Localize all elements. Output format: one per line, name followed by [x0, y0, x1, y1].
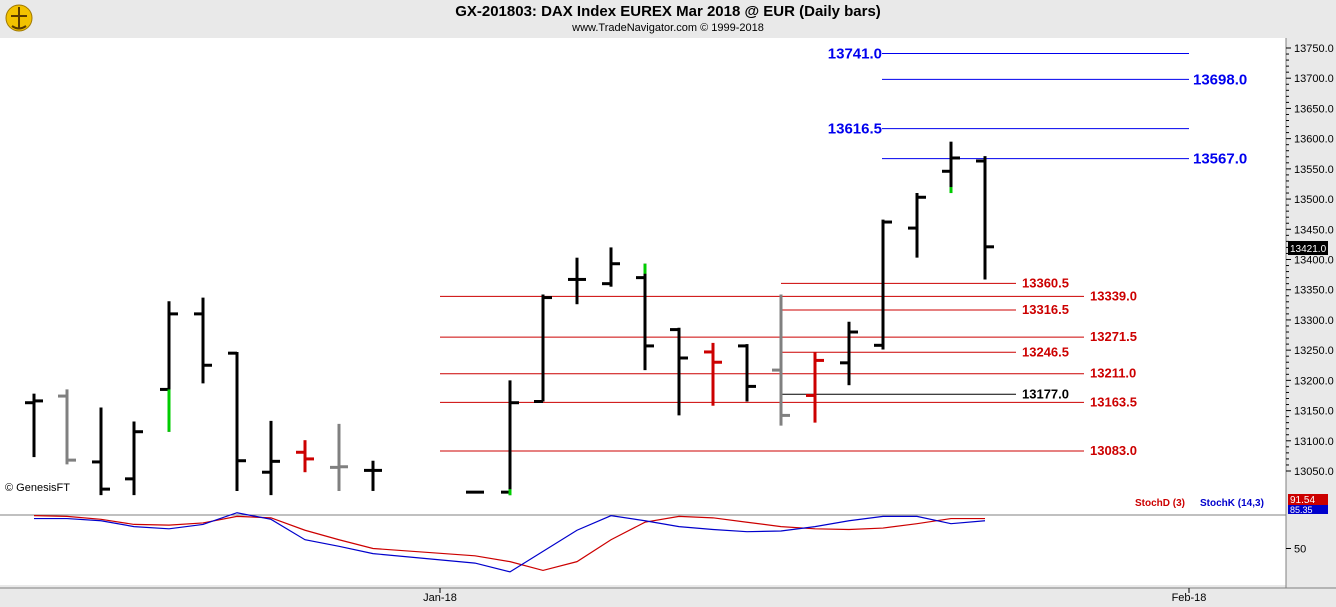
ohlc-bar — [976, 156, 994, 280]
ohlc-bar — [228, 351, 246, 491]
level-label: 13339.0 — [1090, 288, 1137, 303]
level-label: 13246.5 — [1022, 344, 1069, 359]
ohlc-bar — [670, 327, 688, 416]
ohlc-bar — [568, 257, 586, 305]
stochastic-oscillator — [33, 512, 986, 573]
ohlc-bar — [874, 219, 892, 350]
level-label: 13211.0 — [1090, 366, 1136, 381]
level-label: 13316.5 — [1022, 302, 1069, 317]
x-tick-label: Jan-18 — [423, 592, 457, 604]
stoch-k-value-label: 85.35 — [1290, 505, 1313, 515]
level-label: 13616.5 — [828, 121, 882, 138]
ohlc-bar — [602, 247, 620, 287]
y-tick-label: 13600.0 — [1294, 134, 1334, 146]
level-label: 13163.5 — [1090, 394, 1137, 409]
ohlc-bar — [58, 389, 76, 465]
level-label: 13741.0 — [828, 45, 882, 62]
stoch-legend-d: StochD (3) — [1135, 498, 1185, 509]
ohlc-bars — [25, 141, 994, 496]
y-tick-label: 13550.0 — [1294, 164, 1334, 176]
ohlc-bar — [501, 380, 519, 496]
y-tick-label: 13500.0 — [1294, 194, 1334, 206]
y-tick-label: 13150.0 — [1294, 406, 1334, 418]
ohlc-bar — [25, 393, 43, 458]
ohlc-bar — [160, 301, 178, 432]
ohlc-bar — [942, 141, 960, 194]
ohlc-bar — [636, 263, 654, 371]
y-tick-label: 13400.0 — [1294, 255, 1334, 267]
stoch-y-tick-label: 50 — [1294, 544, 1306, 556]
ohlc-bar — [296, 440, 314, 473]
y-tick-label: 13100.0 — [1294, 436, 1334, 448]
stoch-d-value-box — [1288, 494, 1328, 505]
ohlc-bar — [534, 294, 552, 404]
date-x-axis: Jan-18 Feb-18 — [423, 588, 1206, 604]
stoch-line-d — [33, 515, 985, 572]
stoch-legend-k: StochK (14,3) — [1200, 498, 1264, 509]
level-label: 13177.0 — [1022, 386, 1069, 401]
y-tick-label: 13250.0 — [1294, 345, 1334, 357]
watermark-text: © GenesisFT — [5, 482, 70, 494]
level-label: 13360.5 — [1022, 275, 1069, 290]
level-label: 13271.5 — [1090, 329, 1137, 344]
y-tick-label: 13200.0 — [1294, 375, 1334, 387]
ohlc-bar — [908, 193, 926, 258]
stoch-k-value-box — [1288, 505, 1328, 514]
x-tick-label: Feb-18 — [1172, 592, 1207, 604]
ohlc-bar — [840, 321, 858, 386]
level-label: 13083.0 — [1090, 443, 1137, 458]
ohlc-bar — [262, 420, 280, 496]
y-tick-label: 13300.0 — [1294, 315, 1334, 327]
ohlc-bar — [738, 344, 756, 402]
y-tick-label: 13050.0 — [1294, 466, 1334, 478]
price-plot-area — [0, 38, 1286, 585]
y-tick-label: 13350.0 — [1294, 285, 1334, 297]
ohlc-bar — [92, 407, 110, 496]
last-price-box — [1288, 241, 1328, 255]
trade-navigator-logo-icon — [5, 4, 33, 32]
chart-subtitle: www.TradeNavigator.com © 1999-2018 — [572, 22, 764, 34]
chart-title: GX-201803: DAX Index EUREX Mar 2018 @ EU… — [455, 3, 881, 20]
y-tick-label: 13700.0 — [1294, 73, 1334, 85]
stoch-d-value-label: 91.54 — [1290, 495, 1315, 506]
chart-header: GX-201803: DAX Index EUREX Mar 2018 @ EU… — [0, 0, 1336, 38]
ohlc-bar — [806, 351, 824, 423]
ohlc-bar — [772, 294, 790, 426]
level-label: 13567.0 — [1193, 151, 1247, 168]
ohlc-bar — [330, 423, 348, 491]
last-price-label: 13421.0 — [1290, 244, 1327, 255]
stoch-line-k — [34, 512, 986, 573]
price-y-axis: 13750.0 13700.0 13650.0 13600.0 13550.0 13500… — [1286, 43, 1334, 556]
ohlc-bar — [704, 342, 722, 406]
ohlc-bar — [364, 460, 382, 491]
ohlc-bar — [194, 297, 212, 384]
ohlc-bar — [125, 421, 143, 496]
level-label: 13698.0 — [1193, 71, 1247, 88]
y-tick-label: 13450.0 — [1294, 224, 1334, 236]
y-tick-label: 13650.0 — [1294, 103, 1334, 115]
y-tick-label: 13750.0 — [1294, 43, 1334, 55]
